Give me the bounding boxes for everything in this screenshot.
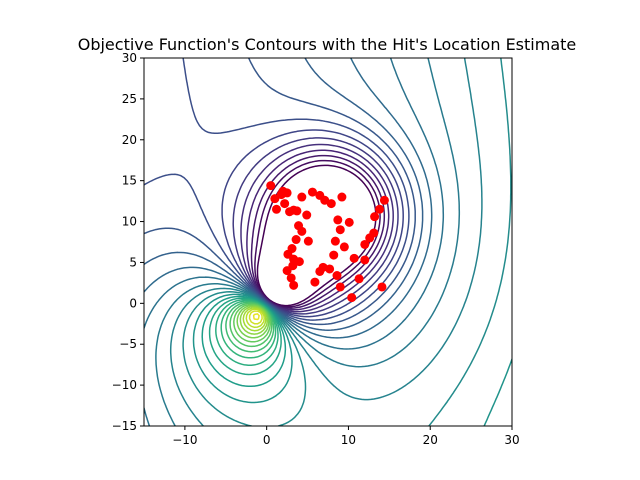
hit-point (271, 204, 281, 214)
hit-point (326, 199, 336, 209)
hit-point (375, 204, 385, 214)
y-tick-label: 10 (122, 215, 137, 229)
contour-level (248, 310, 263, 325)
chart-title: Objective Function's Contours with the H… (78, 35, 577, 54)
hit-point (347, 293, 357, 303)
contour-level (144, 58, 424, 331)
plot-area (144, 58, 512, 426)
hit-point (379, 195, 389, 205)
hit-point (360, 255, 370, 265)
x-tick-label: 20 (423, 433, 438, 447)
y-tick-label: 20 (122, 133, 137, 147)
hit-point (266, 181, 276, 191)
contour-level (182, 58, 512, 426)
contour-level (229, 302, 273, 348)
contour-level (144, 58, 433, 339)
contour-level (242, 307, 267, 332)
hit-point (310, 277, 320, 287)
hit-point (289, 280, 299, 290)
y-tick-label: 30 (122, 51, 137, 65)
hit-point (280, 199, 290, 209)
hit-point (270, 194, 280, 204)
contour-lines (144, 58, 512, 426)
x-tick-label: 0 (263, 433, 271, 447)
hit-point (303, 236, 313, 246)
y-tick-label: −5 (119, 337, 137, 351)
hit-point (330, 236, 340, 246)
plot-frame (143, 57, 513, 427)
x-tick-label: −10 (172, 433, 197, 447)
hit-point (369, 228, 379, 238)
hit-point (333, 215, 343, 225)
hit-point (286, 273, 296, 283)
x-axis: −10 0 10 20 30 (172, 426, 520, 447)
y-tick-label: 25 (122, 92, 137, 106)
hit-point (282, 188, 292, 198)
y-tick-label: −10 (112, 378, 137, 392)
contour-level (239, 305, 269, 335)
hit-point (307, 187, 317, 197)
contour-level (236, 304, 270, 339)
y-tick-label: 15 (122, 174, 137, 188)
hit-point (292, 206, 302, 216)
hit-point (297, 192, 307, 202)
hit-point (360, 239, 370, 249)
hit-point (339, 242, 349, 252)
hit-point (294, 257, 304, 267)
contour-level (245, 308, 265, 329)
hit-point (344, 217, 354, 227)
hit-point (329, 250, 339, 260)
y-tick-label: 0 (129, 296, 137, 310)
x-tick-label: 30 (504, 433, 519, 447)
contour-level (144, 58, 416, 326)
hit-point (349, 253, 359, 263)
y-tick-label: 5 (129, 255, 137, 269)
contour-level (252, 313, 260, 321)
hit-point (332, 271, 342, 281)
contour-level (155, 58, 461, 426)
hit-point (302, 210, 312, 220)
hit-point (370, 212, 380, 222)
hit-point (335, 282, 345, 292)
y-axis: −15 −10 −5 0 5 10 15 20 25 30 (112, 51, 144, 433)
contour-level (233, 303, 271, 343)
hit-point (297, 226, 307, 236)
hit-point (282, 266, 292, 276)
hit-point (337, 192, 347, 202)
hit-point (291, 235, 301, 245)
x-tick-label: 10 (341, 433, 356, 447)
contour-level (144, 58, 445, 426)
hit-point (335, 225, 345, 235)
hit-point (325, 264, 335, 274)
hit-point (354, 274, 364, 284)
hit-points (266, 181, 389, 303)
hit-point (377, 282, 387, 292)
y-tick-label: −15 (112, 419, 137, 433)
